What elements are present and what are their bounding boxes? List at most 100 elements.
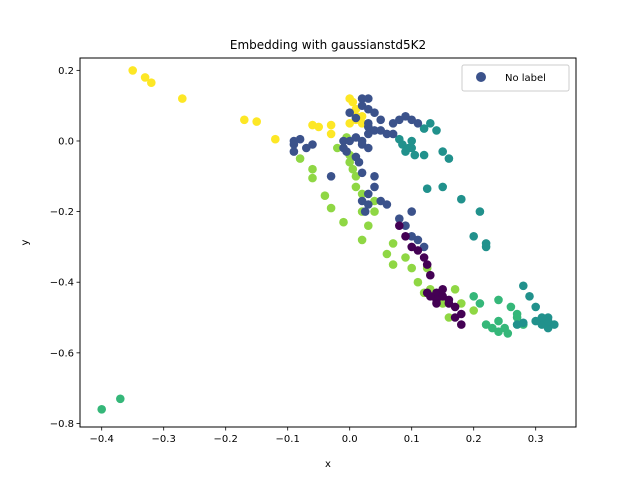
data-point <box>481 242 491 252</box>
data-point <box>401 253 410 262</box>
data-point <box>364 94 373 103</box>
data-point <box>537 313 547 322</box>
data-point <box>469 232 479 241</box>
data-point <box>543 316 553 326</box>
data-point <box>240 115 249 125</box>
data-point <box>252 117 261 126</box>
legend: No label <box>461 64 570 92</box>
data-point <box>388 129 398 139</box>
data-point <box>438 182 448 192</box>
x-axis: −0.4 −0.3 −0.2 −0.1 0.0 0.1 0.2 0.3 <box>90 427 544 445</box>
data-point <box>426 270 435 280</box>
data-point <box>519 318 528 328</box>
y-tick-label: −0.2 <box>50 207 74 218</box>
data-point <box>426 119 435 128</box>
data-point <box>376 115 386 125</box>
data-point <box>475 299 485 308</box>
data-point <box>419 150 429 160</box>
data-point <box>494 327 503 337</box>
data-point <box>388 260 398 269</box>
y-tick-label: 0.0 <box>58 136 74 147</box>
x-axis-label: x <box>325 459 331 470</box>
data-point <box>364 221 373 230</box>
data-point <box>444 299 454 308</box>
data-point <box>432 126 441 135</box>
data-point <box>140 73 150 82</box>
data-point <box>388 239 398 248</box>
data-point <box>401 221 410 230</box>
data-point <box>333 143 342 153</box>
data-point <box>419 124 429 133</box>
data-point <box>326 129 336 139</box>
data-point <box>357 94 367 103</box>
data-point <box>494 295 503 305</box>
data-point <box>320 191 330 200</box>
data-point <box>525 292 534 301</box>
y-tick-label: −0.8 <box>50 419 74 430</box>
data-point <box>357 168 367 178</box>
data-point <box>370 172 379 181</box>
data-point <box>345 119 355 128</box>
data-point <box>404 143 413 153</box>
data-point <box>357 119 367 128</box>
data-point <box>413 235 423 245</box>
data-point <box>422 288 432 298</box>
x-tick-label: −0.1 <box>276 434 300 445</box>
data-point <box>413 277 423 287</box>
data-point <box>531 316 540 326</box>
x-tick-label: −0.3 <box>152 434 176 445</box>
data-point <box>339 136 348 146</box>
data-point <box>503 329 513 338</box>
data-point <box>512 309 522 319</box>
data-point <box>432 299 441 308</box>
data-point <box>364 189 373 199</box>
data-point <box>438 285 448 294</box>
data-point <box>401 232 410 241</box>
y-tick-label: −0.6 <box>50 348 74 359</box>
x-tick-label: −0.4 <box>90 434 114 445</box>
data-point <box>308 140 317 149</box>
data-point <box>469 292 479 301</box>
y-tick-label: −0.4 <box>50 278 74 289</box>
data-point <box>407 232 417 241</box>
data-point <box>342 147 351 156</box>
legend-box <box>461 64 570 92</box>
data-point <box>147 78 156 87</box>
data-point <box>128 66 137 75</box>
data-point <box>457 309 466 319</box>
data-point <box>457 194 466 204</box>
x-tick-label: 0.0 <box>342 434 358 445</box>
data-point <box>488 323 497 333</box>
data-point <box>97 405 106 414</box>
y-tick-label: 0.2 <box>58 66 74 77</box>
data-point <box>494 316 503 326</box>
data-point <box>395 214 404 223</box>
data-point <box>444 313 454 322</box>
legend-marker <box>476 72 486 82</box>
data-point <box>351 133 361 142</box>
data-point <box>295 134 305 144</box>
data-point <box>438 147 448 156</box>
data-point <box>314 122 324 132</box>
data-point <box>364 119 373 128</box>
data-point <box>360 207 370 216</box>
data-point <box>469 306 479 315</box>
legend-label: No label <box>505 73 546 84</box>
data-point <box>444 154 454 163</box>
data-point <box>354 157 364 167</box>
data-point <box>382 249 392 259</box>
data-point <box>370 108 379 117</box>
data-point <box>351 113 361 123</box>
data-point <box>519 281 528 291</box>
x-tick-label: 0.2 <box>466 434 482 445</box>
data-point <box>295 154 305 163</box>
data-point <box>410 150 420 160</box>
y-axis-label: y <box>20 239 31 245</box>
data-point <box>326 203 336 213</box>
data-point <box>419 253 429 262</box>
x-tick-label: 0.3 <box>528 434 544 445</box>
data-point <box>345 136 355 146</box>
data-point <box>357 189 367 199</box>
data-point <box>357 235 367 245</box>
